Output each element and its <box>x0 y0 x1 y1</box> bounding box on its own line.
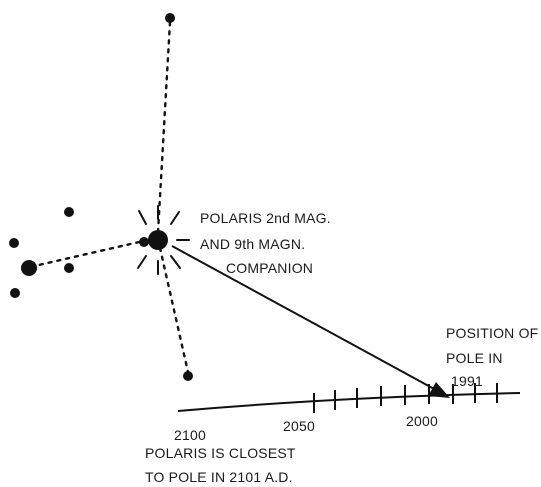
star-mid-group <box>64 263 74 273</box>
polaris-companion-star <box>139 237 149 247</box>
pole-path-ticks <box>313 383 498 413</box>
dotted-line-to-lower-star <box>158 246 190 374</box>
closest-note-line1: POLARIS IS CLOSEST <box>145 445 296 461</box>
pole-path-curve <box>177 392 521 412</box>
star-lower-left <box>10 288 20 298</box>
dotted-line-to-top-star <box>156 20 172 234</box>
lower-star <box>183 371 193 381</box>
polaris-star <box>148 230 168 250</box>
star-upper-right-of-group <box>64 207 74 217</box>
polaris-label-line1: POLARIS 2nd MAG. <box>200 210 331 226</box>
closest-note-line2: TO POLE IN 2101 A.D. <box>145 469 293 485</box>
polaris-glow-rays <box>137 205 190 275</box>
polaris-label-line2: AND 9th MAGN. <box>200 236 305 252</box>
pole-position-label-line1: POSITION OF <box>446 325 538 341</box>
star-left-of-group <box>9 238 19 248</box>
polaris-to-pole-arrow-line <box>171 245 437 391</box>
star-large-left <box>21 260 37 276</box>
tick-label-2100: 2100 <box>174 427 206 443</box>
arrow-head-icon <box>428 382 450 398</box>
polaris-label-line3: COMPANION <box>226 260 313 276</box>
tick-label-2050: 2050 <box>283 418 315 434</box>
pole-position-label-line2: POLE IN <box>446 350 503 366</box>
pole-position-year: 1991 <box>451 373 483 389</box>
dotted-line-to-left-group <box>28 238 150 269</box>
tick-label-2000: 2000 <box>406 413 438 429</box>
top-star <box>165 13 175 23</box>
